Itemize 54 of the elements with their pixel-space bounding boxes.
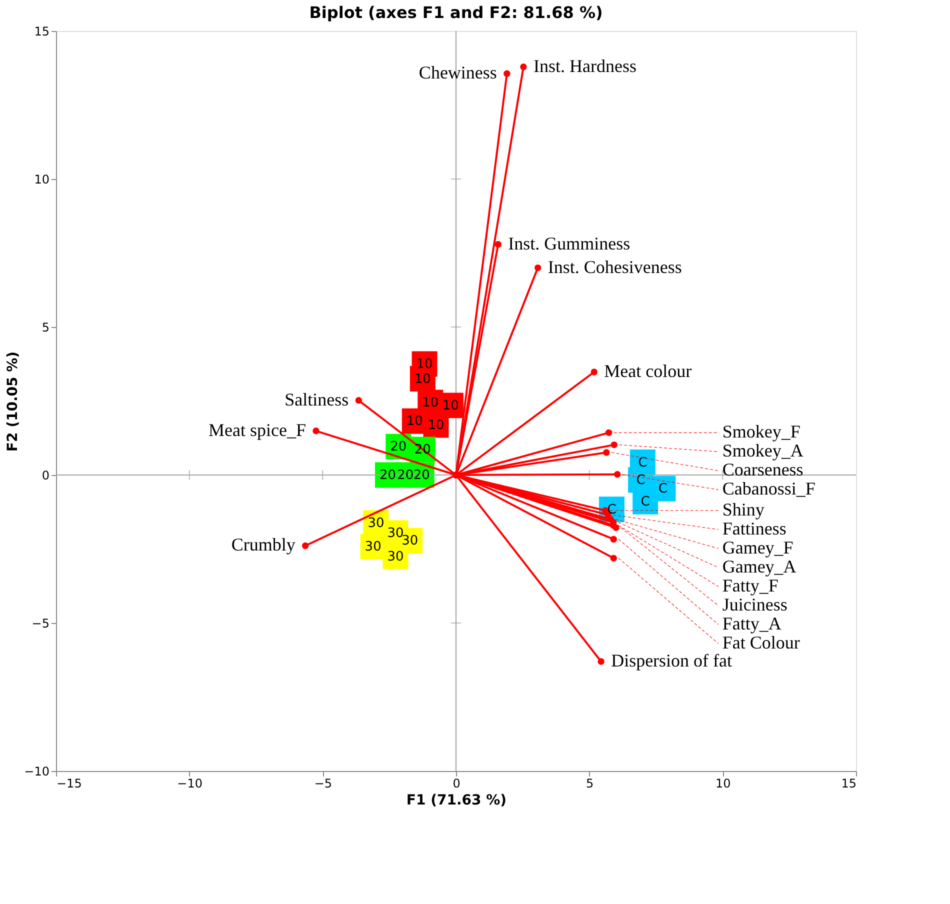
x-axis-title: F1 (71.63 %): [406, 792, 507, 808]
y-tick-label: 10: [34, 172, 50, 186]
text: Smokey_F: [722, 422, 800, 442]
y-tick-label: −5: [32, 616, 50, 630]
text: 30: [364, 540, 382, 555]
series-label: Chewiness: [418, 62, 497, 83]
text: Juiciness: [722, 594, 788, 615]
series-label: Meat colour: [604, 360, 692, 381]
x-tick-label: 15: [841, 776, 856, 790]
x-tick-label: −5: [314, 776, 332, 790]
text: C: [636, 473, 646, 488]
y-axis-title: F2 (10.05 %): [5, 351, 22, 452]
series-label: Crumbly: [231, 534, 296, 555]
series-label: 10: [428, 418, 444, 433]
text: Gamey_A: [722, 556, 796, 577]
y-tick-label: 5: [42, 320, 50, 334]
series-label: Inst. Hardness: [533, 56, 636, 76]
text: 10: [442, 398, 459, 414]
series-label: 30: [387, 526, 404, 542]
x-tick-label: −10: [177, 776, 202, 790]
text: Fat Colour: [722, 632, 800, 653]
text: Gamey_F: [722, 538, 794, 558]
series-label: Saltiness: [284, 389, 349, 410]
chart-title: Biplot (axes F1 and F2: 81.68 %): [309, 3, 603, 22]
text: Cabanossi_F: [722, 478, 816, 499]
text: 10: [414, 372, 431, 387]
series-label: Dispersion of fat: [611, 650, 732, 670]
y-tick-label: 0: [42, 468, 50, 482]
y-tick-label: 15: [34, 24, 50, 38]
text: 10: [406, 414, 423, 430]
text: Shiny: [722, 500, 764, 520]
series-label: Meat spice_F: [208, 420, 306, 440]
x-tick-label: 0: [452, 776, 460, 790]
text: 10: [422, 395, 439, 410]
x-tick-label: −15: [56, 776, 82, 790]
x-tick-label: 10: [716, 776, 731, 790]
series-label: 20: [390, 440, 407, 455]
series-label: C: [658, 482, 668, 497]
text: C: [640, 494, 650, 510]
series-label: Inst. Gumminess: [508, 233, 630, 254]
y-tick-label: −10: [24, 764, 50, 778]
text: Fattiness: [722, 518, 786, 539]
text: Fatty_A: [722, 614, 782, 634]
text: Fatty_F: [722, 576, 778, 596]
text: 10: [416, 357, 433, 372]
text: 30: [402, 534, 418, 549]
text: Smokey_A: [722, 440, 804, 461]
text: 30: [368, 516, 384, 531]
text: C: [607, 502, 616, 518]
text: 30: [387, 549, 404, 564]
text: Coarseness: [722, 460, 804, 480]
text: C: [638, 455, 648, 470]
series-label: Inst. Cohesiveness: [548, 256, 682, 277]
x-tick-label: 5: [586, 776, 594, 790]
